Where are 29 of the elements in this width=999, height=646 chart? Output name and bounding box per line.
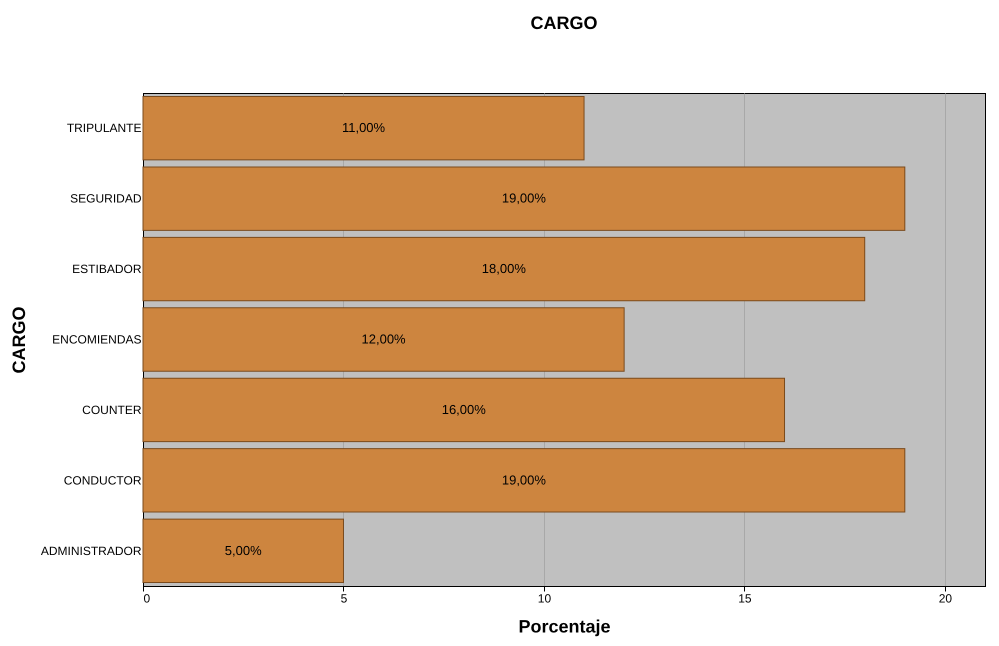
x-axis-title: Porcentaje [518, 616, 611, 636]
y-axis-title: CARGO [8, 306, 29, 374]
y-tick-label: SEGURIDAD [70, 192, 142, 206]
bar [142, 236, 866, 302]
x-tick-label: 15 [738, 592, 752, 606]
bar [142, 378, 786, 442]
data-label: 18,00% [482, 261, 526, 276]
bar [142, 518, 344, 583]
y-tick-label: ENCOMIENDAS [52, 332, 142, 346]
x-tick-label: 5 [340, 592, 348, 606]
bar [142, 96, 585, 160]
y-tick-label: ADMINISTRADOR [40, 544, 142, 558]
data-label: 5,00% [224, 542, 262, 558]
y-tick-label: COUNTER [82, 402, 142, 417]
y-tick-label: TRIPULANTE [66, 121, 142, 136]
bar [142, 448, 906, 513]
x-tick-label: 20 [938, 592, 952, 606]
chart-title: CARGO [530, 13, 598, 33]
x-tick-label: 10 [538, 592, 552, 606]
data-label: 12,00% [362, 332, 406, 346]
bar [142, 307, 625, 372]
data-label: 16,00% [442, 402, 486, 417]
y-tick-label: ESTIBADOR [72, 262, 142, 276]
data-label: 11,00% [342, 120, 386, 136]
data-label: 19,00% [502, 190, 546, 206]
bar [142, 166, 906, 231]
x-tick-label: 0 [144, 592, 150, 606]
data-label: 19,00% [502, 472, 546, 488]
y-tick-label: CONDUCTOR [64, 473, 142, 488]
